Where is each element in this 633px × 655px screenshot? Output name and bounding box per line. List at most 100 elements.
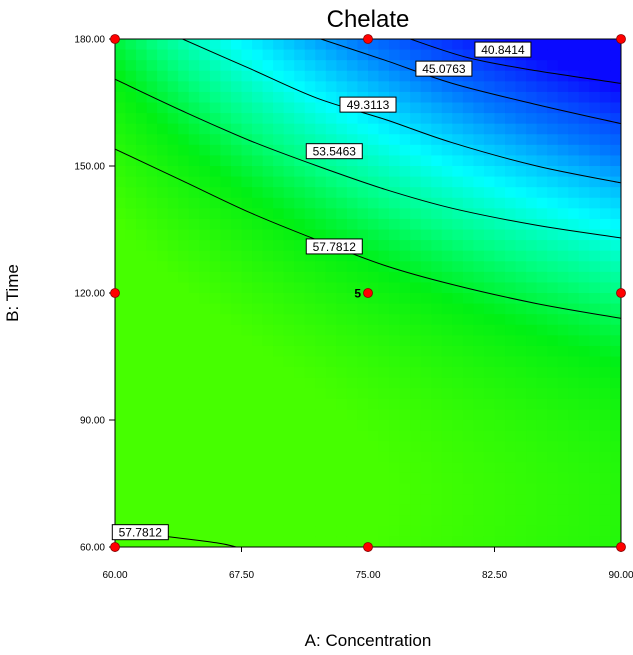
surface-cell: [304, 525, 316, 538]
surface-cell: [431, 49, 443, 61]
surface-cell: [178, 494, 190, 506]
surface-cell: [357, 472, 369, 485]
surface-cell: [336, 356, 348, 368]
surface-cell: [452, 282, 464, 294]
surface-cell: [568, 494, 580, 506]
surface-cell: [209, 303, 222, 315]
surface-cell: [125, 504, 137, 516]
surface-cell: [241, 70, 253, 82]
surface-cell: [483, 420, 496, 432]
surface-cell: [146, 494, 158, 506]
surface-cell: [167, 462, 179, 474]
surface-cell: [399, 197, 411, 209]
surface-cell: [209, 60, 222, 72]
surface-cell: [610, 314, 621, 326]
surface-cell: [325, 335, 337, 347]
surface-cell: [315, 367, 327, 379]
surface-cell: [315, 123, 327, 135]
surface-cell: [115, 261, 127, 273]
surface-cell: [599, 293, 612, 305]
surface-cell: [241, 504, 253, 516]
surface-cell: [178, 113, 190, 125]
surface-cell: [283, 282, 295, 294]
surface-cell: [578, 536, 590, 547]
surface-cell: [199, 504, 211, 516]
surface-cell: [230, 49, 243, 61]
surface-cell: [547, 409, 559, 421]
surface-cell: [431, 293, 443, 305]
surface-cell: [283, 155, 295, 167]
surface-cell: [505, 303, 517, 315]
surface-cell: [346, 356, 359, 368]
surface-cell: [452, 430, 464, 442]
surface-cell: [220, 187, 232, 199]
surface-cell: [610, 515, 621, 527]
surface-cell: [420, 208, 432, 220]
surface-cell: [483, 525, 496, 538]
surface-cell: [431, 144, 443, 157]
surface-cell: [336, 472, 348, 485]
surface-cell: [610, 197, 621, 209]
surface-cell: [262, 483, 274, 495]
surface-cell: [599, 409, 612, 421]
surface-cell: [209, 345, 222, 358]
surface-cell: [589, 345, 601, 358]
surface-cell: [536, 60, 548, 72]
surface-cell: [515, 303, 527, 315]
surface-cell: [262, 494, 274, 506]
surface-cell: [252, 441, 264, 453]
surface-cell: [410, 197, 422, 209]
surface-cell: [252, 250, 264, 262]
surface-cell: [599, 472, 612, 485]
surface-cell: [283, 60, 295, 72]
surface-cell: [209, 250, 222, 262]
surface-cell: [515, 187, 527, 199]
surface-cell: [178, 451, 190, 463]
surface-cell: [167, 123, 179, 135]
surface-cell: [262, 293, 274, 305]
surface-cell: [578, 39, 590, 51]
surface-cell: [399, 282, 411, 294]
surface-cell: [125, 293, 137, 305]
surface-cell: [262, 420, 274, 432]
surface-cell: [441, 123, 453, 135]
surface-cell: [146, 60, 158, 72]
surface-cell: [547, 525, 559, 538]
surface-cell: [431, 271, 443, 284]
surface-cell: [262, 113, 274, 125]
surface-cell: [220, 113, 232, 125]
surface-cell: [515, 144, 527, 157]
surface-cell: [378, 218, 390, 231]
surface-cell: [557, 155, 569, 167]
surface-cell: [515, 208, 527, 220]
contour-line: [115, 78, 621, 239]
surface-cell: [368, 472, 380, 485]
surface-cell: [473, 229, 485, 241]
surface-cell: [462, 39, 475, 51]
contour-label: 40.8414: [481, 43, 525, 57]
surface-cell: [325, 504, 337, 516]
surface-cell: [515, 91, 527, 104]
surface-cell: [378, 144, 390, 157]
surface-cell: [389, 515, 401, 527]
surface-cell: [220, 134, 232, 146]
surface-cell: [431, 123, 443, 135]
surface-cell: [473, 441, 485, 453]
surface-cell: [273, 335, 285, 347]
surface-cell: [252, 356, 264, 368]
surface-cell: [188, 81, 200, 93]
surface-cell: [273, 70, 285, 82]
surface-cell: [294, 81, 306, 93]
surface-cell: [157, 345, 169, 358]
contour-label: 45.0763: [422, 62, 466, 76]
surface-cell: [157, 356, 169, 368]
surface-cell: [294, 525, 306, 538]
surface-cell: [483, 250, 496, 262]
surface-cell: [410, 314, 422, 326]
surface-cell: [410, 494, 422, 506]
surface-cell: [209, 91, 222, 104]
surface-cell: [199, 441, 211, 453]
surface-cell: [325, 293, 337, 305]
surface-cell: [283, 250, 295, 262]
surface-cell: [252, 123, 264, 135]
